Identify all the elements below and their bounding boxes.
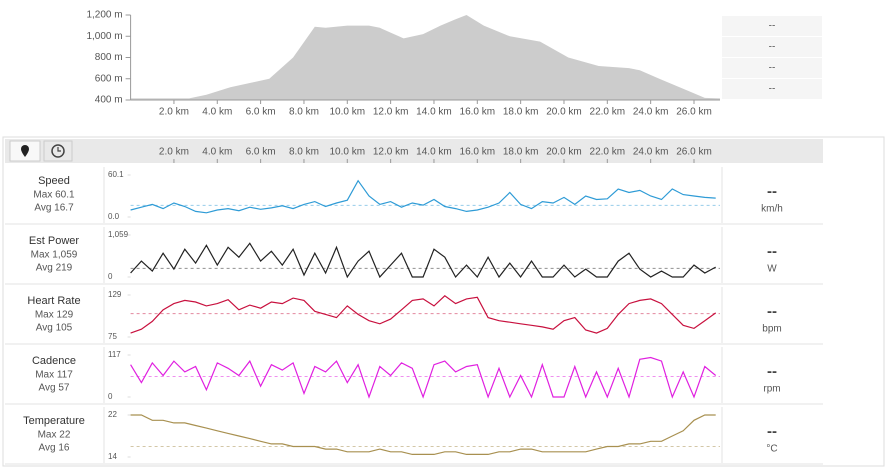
x-tick-label: 4.0 km (202, 147, 232, 158)
x-tick-label: 26.0 km (676, 147, 712, 158)
stream-summary: -- (767, 183, 777, 200)
x-tick-label: 26.0 km (676, 107, 712, 118)
x-tick-label: 2.0 km (159, 107, 189, 118)
stat-box (722, 79, 822, 99)
clock-icon (51, 144, 65, 158)
x-tick-label: 12.0 km (373, 107, 409, 118)
x-tick-label: 16.0 km (460, 147, 496, 158)
stat-box (722, 37, 822, 57)
y-tick-label: 600 m (95, 73, 123, 84)
x-tick-label: 18.0 km (503, 107, 539, 118)
stream-line (130, 179, 716, 214)
stream-title: Cadence (32, 355, 76, 367)
x-tick-label: 14.0 km (416, 107, 452, 118)
pin-icon (21, 145, 29, 157)
x-tick-label: 6.0 km (246, 147, 276, 158)
stream-title: Temperature (23, 415, 85, 427)
y-tick-label: 0 (108, 392, 113, 401)
stream-summary: -- (767, 423, 777, 440)
x-tick-label: 4.0 km (202, 107, 232, 118)
stat-value: -- (769, 84, 776, 95)
stream-unit: km/h (761, 204, 783, 215)
stat-value: -- (769, 21, 776, 32)
stat-value: -- (769, 63, 776, 74)
x-tick-label: 10.0 km (330, 107, 366, 118)
stream-summary: -- (767, 243, 777, 260)
stat-value: -- (769, 42, 776, 53)
x-tick-label: 2.0 km (159, 147, 189, 158)
y-tick-label: 1,059 (108, 230, 129, 239)
x-tick-label: 24.0 km (633, 107, 669, 118)
stream-avg: Avg 57 (39, 383, 70, 394)
stream-axis-bar (5, 139, 823, 163)
stream-max: Max 60.1 (33, 190, 75, 201)
stream-max: Max 129 (35, 310, 74, 321)
x-tick-label: 20.0 km (546, 107, 582, 118)
y-tick-label: 1,200 m (86, 10, 122, 21)
stream-unit: bpm (762, 324, 781, 335)
stream-unit: W (767, 264, 777, 275)
x-tick-label: 10.0 km (330, 147, 366, 158)
y-tick-label: 0 (108, 272, 113, 281)
elevation-area (130, 15, 721, 100)
x-tick-label: 14.0 km (416, 147, 452, 158)
stream-max: Max 117 (35, 370, 73, 381)
stream-max: Max 22 (38, 430, 71, 441)
y-tick-label: 75 (108, 332, 117, 341)
y-tick-label: 60.1 (108, 170, 124, 179)
y-tick-label: 1,000 m (86, 31, 122, 42)
stream-max: Max 1,059 (31, 250, 78, 261)
x-tick-label: 22.0 km (590, 147, 626, 158)
x-tick-label: 20.0 km (546, 147, 582, 158)
y-tick-label: 800 m (95, 52, 123, 63)
x-tick-label: 6.0 km (246, 107, 276, 118)
stream-title: Speed (38, 175, 70, 187)
x-tick-label: 8.0 km (289, 107, 319, 118)
stream-avg: Avg 16.7 (34, 203, 74, 214)
stream-line (130, 356, 717, 399)
x-tick-label: 12.0 km (373, 147, 409, 158)
stream-line (130, 414, 716, 455)
stream-avg: Avg 219 (36, 263, 73, 274)
stat-box (722, 58, 822, 78)
y-tick-label: 129 (108, 290, 122, 299)
x-tick-label: 24.0 km (633, 147, 669, 158)
stream-unit: rpm (763, 384, 780, 395)
panel-border (2, 136, 885, 467)
stream-line (130, 242, 716, 279)
stream-avg: Avg 105 (36, 323, 73, 334)
x-tick-label: 8.0 km (289, 147, 319, 158)
stream-title: Heart Rate (27, 295, 80, 307)
y-tick-label: 0.0 (108, 212, 120, 221)
y-tick-label: 400 m (95, 95, 123, 106)
x-tick-label: 16.0 km (460, 107, 496, 118)
stream-unit: °C (766, 444, 777, 455)
x-tick-label: 18.0 km (503, 147, 539, 158)
y-tick-label: 117 (108, 350, 121, 359)
stream-summary: -- (767, 363, 777, 380)
stream-line (130, 295, 717, 334)
stat-box (722, 16, 822, 36)
x-tick-label: 22.0 km (590, 107, 626, 118)
y-tick-label: 14 (108, 452, 117, 461)
y-tick-label: 22 (108, 410, 117, 419)
stream-avg: Avg 16 (39, 443, 70, 454)
stream-title: Est Power (29, 235, 79, 247)
stream-summary: -- (767, 303, 777, 320)
clock-hands (57, 147, 61, 152)
